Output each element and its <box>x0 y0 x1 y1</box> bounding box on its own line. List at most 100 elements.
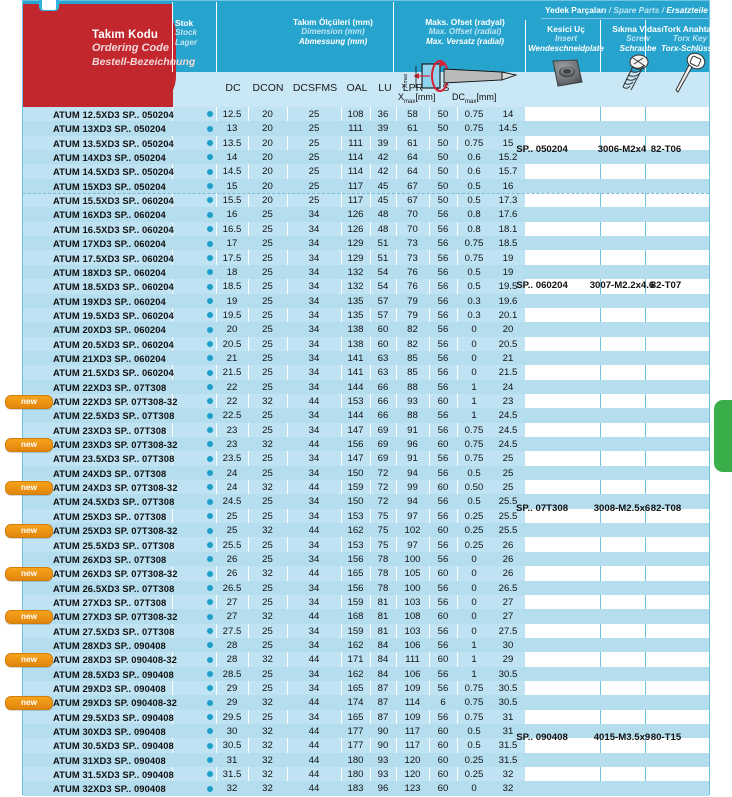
in-stock-dot-icon <box>207 125 213 132</box>
table-row[interactable]: ATUM 19.5XD3 SP.. 060204 19.5 25 34 135 57 79 5… <box>23 308 709 322</box>
cell-ls: 50 <box>437 195 449 207</box>
table-row[interactable]: ATUM 30XD3 SP.. 090408 30 32 44 177 90 117 60 0.… <box>23 724 709 739</box>
header-screw-en: Screw <box>626 34 650 44</box>
cell-dc: 26 <box>226 553 238 565</box>
cell-ls: 56 <box>437 410 449 422</box>
table-row[interactable]: ATUM 30.5XD3 SP.. 090408 30.5 32 44 177 90 117… <box>23 738 709 752</box>
row-ordering-code: ATUM 21.5XD3 SP.. 060204 <box>53 367 174 379</box>
table-row[interactable]: ATUM 29XD3 SP. 090408-32 29 32 44 174 87 114 6 0… <box>23 695 709 710</box>
table-row[interactable]: ATUM 18.5XD3 SP.. 060204 18.5 25 34 132 54 76 5… <box>23 279 709 293</box>
cell-dcsfms: 44 <box>308 769 320 781</box>
table-row[interactable]: ATUM 22XD3 SP. 07T308-32 22 32 44 153 66 93 60 1… <box>23 394 709 408</box>
cell-lu: 45 <box>377 180 389 192</box>
table-row[interactable]: ATUM 21XD3 SP.. 060204 21 25 34 141 63 85 56 0 21 <box>23 350 709 366</box>
cell-dcmax: 31.5 <box>498 740 518 752</box>
cell-dcmax: 20 <box>502 324 514 336</box>
table-row[interactable]: ATUM 24XD3 SP.. 07T308 24 25 34 150 72 94 56 0.5… <box>23 465 709 481</box>
table-row[interactable]: ATUM 20XD3 SP.. 060204 20 25 34 138 60 82 56 0 20 <box>23 322 709 337</box>
table-row[interactable]: ATUM 29.5XD3 SP.. 090408 29.5 25 34 165 87 109… <box>23 710 709 724</box>
table-row[interactable]: ATUM 28XD3 SP. 090408-32 28 32 44 171 84 111 60… <box>23 652 709 666</box>
row-ordering-code: ATUM 28.5XD3 SP.. 090408 <box>53 668 174 680</box>
table-row[interactable]: ATUM 22.5XD3 SP.. 07T308 22.5 25 34 144 66 88 5… <box>23 408 709 423</box>
ordering-code-title: Takım Kodu Ordering Code Bestell-Bezeich… <box>92 28 212 69</box>
table-row[interactable]: ATUM 21.5XD3 SP.. 060204 21.5 25 34 141 63 85 5… <box>23 365 709 379</box>
table-row[interactable]: ATUM 25.5XD3 SP.. 07T308 25.5 25 34 153 75 97 5… <box>23 538 709 552</box>
table-row[interactable]: ATUM 26XD3 SP.. 07T308 26 25 34 156 78 100 56 0 2… <box>23 551 709 567</box>
table-row[interactable]: ATUM 15.5XD3 SP.. 060204 15.5 20 25 117 45 67 5… <box>23 193 709 207</box>
cell-lpr: 82 <box>407 338 418 350</box>
subheader-dcsfms: DCSFMS <box>292 82 338 94</box>
cell-dcon: 25 <box>262 252 273 264</box>
cell-dcon: 20 <box>262 137 273 149</box>
cell-xmax: 0.5 <box>467 496 481 508</box>
header-torx-tr: Tork Anahtarı <box>663 24 717 34</box>
table-row[interactable]: ATUM 13.5XD3 SP.. 050204 13.5 20 25 111 39 61 5… <box>23 136 709 150</box>
cell-oal: 165 <box>347 711 364 723</box>
cell-lpr: 109 <box>404 683 421 694</box>
cell-ls: 60 <box>437 754 449 766</box>
table-row[interactable]: ATUM 28.5XD3 SP.. 090408 28.5 25 34 162 84 106… <box>23 666 709 681</box>
table-row[interactable]: ATUM 27XD3 SP. 07T308-32 27 32 44 168 81 108 60… <box>23 609 709 624</box>
cell-ls: 50 <box>437 152 449 164</box>
side-tab-green[interactable] <box>714 400 732 472</box>
offset-diagram-icon: Xmax <box>402 60 518 92</box>
table-row[interactable]: ATUM 19XD3 SP.. 060204 19 25 34 135 57 79 56 0.3… <box>23 293 709 308</box>
table-row[interactable]: ATUM 27XD3 SP.. 07T308 27 25 34 159 81 103 56 0 2… <box>23 595 709 609</box>
table-row[interactable]: ATUM 28XD3 SP.. 090408 28 25 34 162 84 106 56 1 3… <box>23 637 709 653</box>
row-ordering-code: ATUM 15.5XD3 SP.. 060204 <box>53 195 174 207</box>
table-row[interactable]: ATUM 16XD3 SP.. 060204 16 25 34 126 48 70 56 0.8… <box>23 207 709 222</box>
table-row[interactable]: ATUM 25XD3 SP.. 07T308 25 25 34 153 75 97 56 0.2… <box>23 509 709 523</box>
cell-lu: 81 <box>377 611 389 623</box>
table-row[interactable]: ATUM 23XD3 SP.. 07T308 23 25 34 147 69 91 56 0.7… <box>23 423 709 437</box>
table-row[interactable]: ATUM 24XD3 SP. 07T308-32 24 32 44 159 72 99 60 0… <box>23 480 709 494</box>
table-row[interactable]: ATUM 31.5XD3 SP.. 090408 31.5 32 44 180 93 120… <box>23 767 709 781</box>
cell-xmax: 0.6 <box>467 152 481 164</box>
table-row[interactable]: ATUM 13XD3 SP.. 050204 13 20 25 111 39 61 50 0.7… <box>23 121 709 136</box>
cell-dc: 16 <box>226 209 238 221</box>
table-row[interactable]: ATUM 14.5XD3 SP.. 050204 14.5 20 25 114 42 64 5… <box>23 164 709 178</box>
table-row[interactable]: ATUM 18XD3 SP.. 060204 18 25 34 132 54 76 56 0.5… <box>23 264 709 280</box>
cell-oal: 183 <box>347 783 364 795</box>
cell-dcon: 25 <box>262 453 273 465</box>
table-row[interactable]: ATUM 15XD3 SP.. 050204 15 20 25 117 45 67 50 0.5… <box>23 178 709 194</box>
table-row[interactable]: ATUM 25XD3 SP. 07T308-32 25 32 44 162 75 102 60… <box>23 523 709 538</box>
table-row[interactable]: ATUM 32XD3 SP.. 090408 32 32 44 183 96 123 60 0 3… <box>23 781 709 796</box>
cell-xmax: 0.75 <box>464 252 484 264</box>
table-row[interactable]: ATUM 29XD3 SP.. 090408 29 25 34 165 87 109 56 0.… <box>23 681 709 695</box>
table-row[interactable]: ATUM 22XD3 SP.. 07T308 22 25 34 144 66 88 56 1 24 <box>23 379 709 394</box>
table-row[interactable]: ATUM 16.5XD3 SP.. 060204 16.5 25 34 126 48 70 5… <box>23 222 709 236</box>
table-row[interactable]: ATUM 12.5XD3 SP.. 050204 12.5 20 25 108 36 58 5… <box>23 107 709 121</box>
row-ordering-code: ATUM 14.5XD3 SP.. 050204 <box>53 166 174 178</box>
table-row[interactable]: ATUM 23XD3 SP. 07T308-32 23 32 44 156 69 96 60 0… <box>23 437 709 452</box>
row-ordering-code: ATUM 28XD3 SP. 090408-32 <box>53 654 177 666</box>
in-stock-dot-icon <box>207 326 213 333</box>
cell-dcsfms: 34 <box>308 496 320 508</box>
cell-dcon: 25 <box>262 324 273 336</box>
cell-ls: 6 <box>440 697 446 709</box>
cell-dcon: 25 <box>262 539 273 551</box>
new-badge: new <box>5 438 53 453</box>
cell-dcon: 32 <box>262 611 273 623</box>
table-row[interactable]: ATUM 20.5XD3 SP.. 060204 20.5 25 34 138 60 82 5… <box>23 337 709 351</box>
table-row[interactable]: ATUM 17XD3 SP.. 060204 17 25 34 129 51 73 56 0.7… <box>23 236 709 251</box>
cell-lu: 60 <box>377 338 389 350</box>
table-row[interactable]: ATUM 27.5XD3 SP.. 07T308 27.5 25 34 159 81 103… <box>23 624 709 638</box>
header-spare-parts-de: Ersatzteile <box>666 5 708 15</box>
cell-lpr: 82 <box>407 324 418 336</box>
cell-dcmax: 26 <box>502 553 514 565</box>
cell-dcmax: 24.5 <box>498 424 518 436</box>
table-row[interactable]: ATUM 26.5XD3 SP.. 07T308 26.5 25 34 156 78 100… <box>23 580 709 595</box>
cell-dcmax: 30.5 <box>498 683 518 694</box>
group-torx-code: 82-T08 <box>650 502 682 514</box>
cell-ls: 56 <box>437 467 449 479</box>
table-row[interactable]: ATUM 17.5XD3 SP.. 060204 17.5 25 34 129 51 73 5… <box>23 251 709 265</box>
table-row[interactable]: ATUM 24.5XD3 SP.. 07T308 24.5 25 34 150 72 94 5… <box>23 494 709 509</box>
cell-dcon: 25 <box>262 625 273 637</box>
table-row[interactable]: ATUM 26XD3 SP. 07T308-32 26 32 44 165 78 105 60… <box>23 566 709 580</box>
cell-dc: 20.5 <box>222 338 242 350</box>
table-row[interactable]: ATUM 23.5XD3 SP.. 07T308 23.5 25 34 147 69 91 5… <box>23 451 709 465</box>
table-row[interactable]: ATUM 31XD3 SP.. 090408 31 32 44 180 93 120 60 0.… <box>23 752 709 768</box>
in-stock-dot-icon <box>207 498 213 505</box>
cell-dcsfms: 34 <box>308 683 320 694</box>
table-row[interactable]: ATUM 14XD3 SP.. 050204 14 20 25 114 42 64 50 0.6… <box>23 150 709 165</box>
